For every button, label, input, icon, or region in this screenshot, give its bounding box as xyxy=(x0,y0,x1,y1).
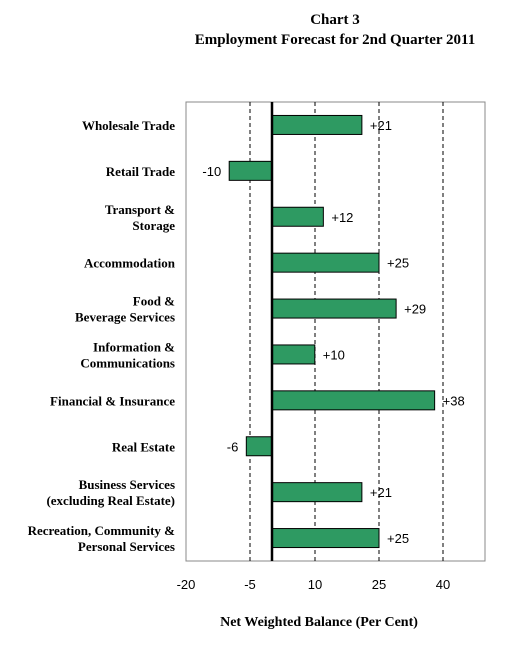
bar-1 xyxy=(228,160,273,181)
data-label-6: +38 xyxy=(443,393,465,408)
chart-title: Chart 3 xyxy=(310,12,360,28)
bar-2 xyxy=(271,206,324,227)
category-label-2-line-0: Transport & xyxy=(105,202,175,217)
category-label-7: Real Estate xyxy=(112,439,175,454)
bar-7 xyxy=(245,436,273,457)
category-label-8-line-0: Business Services xyxy=(79,477,175,492)
category-label-5-line-0: Information & xyxy=(93,339,175,354)
data-label-4: +29 xyxy=(404,302,426,317)
category-label-5-line-1: Communications xyxy=(80,355,175,370)
x-tick-label-0: -20 xyxy=(177,577,196,592)
x-tick-label-1: -5 xyxy=(244,577,256,592)
bar-0 xyxy=(271,114,363,135)
bar-4 xyxy=(271,298,397,319)
data-label-3: +25 xyxy=(387,256,409,271)
bar-6 xyxy=(271,390,436,411)
bar-8 xyxy=(271,482,363,503)
x-tick-label-2: 10 xyxy=(308,577,322,592)
bar-5 xyxy=(271,344,316,365)
category-label-6: Financial & Insurance xyxy=(50,393,175,408)
data-label-8: +21 xyxy=(370,485,392,500)
x-axis-title: Net Weighted Balance (Per Cent) xyxy=(220,615,418,630)
data-label-1: -10 xyxy=(202,164,221,179)
chart-subtitle: Employment Forecast for 2nd Quarter 2011 xyxy=(194,32,476,48)
data-label-0: +21 xyxy=(370,118,392,133)
category-label-3: Accommodation xyxy=(84,256,176,271)
category-label-1: Retail Trade xyxy=(106,164,175,179)
data-label-9: +25 xyxy=(387,531,409,546)
bar-9 xyxy=(271,528,380,549)
data-label-5: +10 xyxy=(323,347,345,362)
category-label-8-line-1: (excluding Real Estate) xyxy=(46,493,175,508)
category-label-4-line-0: Food & xyxy=(133,294,175,309)
category-label-9-line-0: Recreation, Community & xyxy=(28,523,176,538)
plot-area-frame xyxy=(185,101,486,562)
x-tick-label-3: 25 xyxy=(372,577,386,592)
category-label-0: Wholesale Trade xyxy=(82,118,175,133)
chart-title-block: Chart 3 Employment Forecast for 2nd Quar… xyxy=(150,10,520,50)
category-label-2-line-1: Storage xyxy=(132,218,175,233)
bar-3 xyxy=(271,252,380,273)
category-label-4-line-1: Beverage Services xyxy=(75,310,175,325)
category-label-9-line-1: Personal Services xyxy=(78,539,175,554)
data-label-7: -6 xyxy=(227,439,239,454)
data-label-2: +12 xyxy=(331,210,353,225)
x-tick-label-4: 40 xyxy=(436,577,450,592)
